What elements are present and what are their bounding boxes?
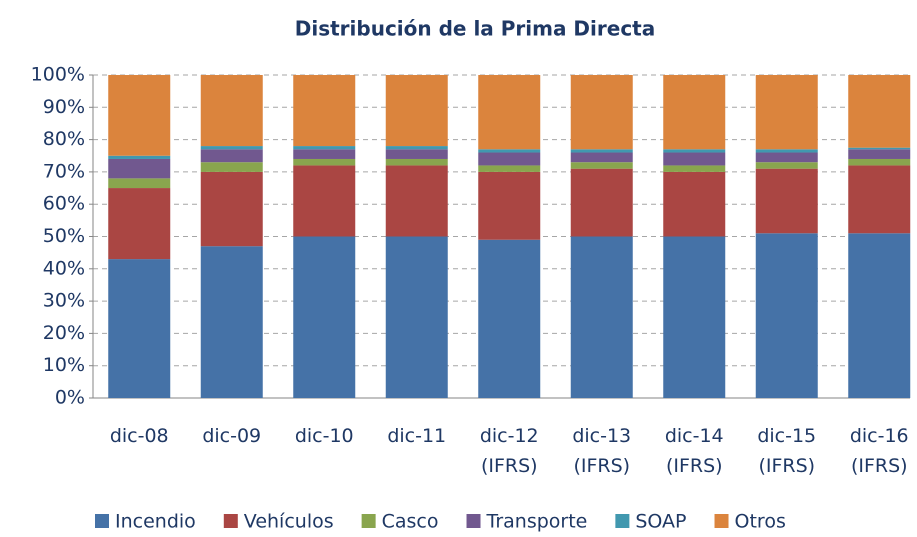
y-tick-label: 30% — [43, 290, 85, 312]
legend-swatch — [466, 514, 481, 528]
bar-segment — [570, 149, 633, 153]
bar-segment — [478, 149, 541, 153]
bar-segment — [478, 165, 541, 172]
bar-segment — [755, 233, 818, 398]
bar-segment — [663, 75, 726, 150]
bar-segment — [293, 149, 356, 159]
bar-segment — [385, 158, 448, 166]
bar-segment — [478, 171, 541, 240]
bar-segment — [108, 259, 171, 398]
x-tick-label: dic-08 — [110, 425, 169, 447]
x-tick-label: dic-09 — [202, 425, 261, 447]
bar-segment — [570, 168, 633, 237]
x-tick-label: dic-12 (IFRS) — [480, 425, 539, 477]
bar-segment — [848, 149, 911, 159]
bar-segment — [663, 165, 726, 172]
bar-segment — [663, 152, 726, 166]
bar-segment — [108, 158, 171, 179]
legend-label: Vehículos — [244, 511, 334, 533]
chart-title: Distribución de la Prima Directa — [295, 17, 655, 41]
legend-swatch — [714, 514, 729, 528]
x-tick-label: dic-10 — [295, 425, 354, 447]
legend-swatch — [615, 514, 630, 528]
y-tick-label: 40% — [43, 257, 85, 279]
bar-segment — [848, 158, 911, 166]
bar-segment — [755, 162, 818, 169]
bar-segment — [848, 147, 911, 150]
bar-segment — [293, 165, 356, 237]
bar-segment — [570, 162, 633, 169]
bar-segment — [108, 188, 171, 260]
y-tick-label: 20% — [43, 322, 85, 344]
bar-segment — [663, 171, 726, 237]
bar-segment — [755, 149, 818, 153]
legend-label: Casco — [382, 511, 439, 533]
x-tick-label: dic-14 (IFRS) — [665, 425, 724, 477]
legend-label: Transporte — [486, 511, 588, 533]
legend-label: Otros — [735, 511, 786, 533]
legend-label: Incendio — [115, 511, 196, 533]
bar-segment — [755, 75, 818, 150]
bar-segment — [478, 75, 541, 150]
bar-segment — [570, 75, 633, 150]
bar-segment — [108, 178, 171, 189]
bar-segment — [108, 155, 171, 159]
bar-segment — [293, 236, 356, 398]
bar-segment — [663, 236, 726, 398]
bar-segment — [755, 152, 818, 163]
y-tick-label: 60% — [43, 193, 85, 215]
bar-segment — [848, 165, 911, 234]
bar-segment — [385, 165, 448, 237]
y-tick-label: 10% — [43, 354, 85, 376]
bar-segment — [385, 146, 448, 150]
bar-segment — [108, 75, 171, 156]
y-tick-label: 80% — [43, 128, 85, 150]
bar-segment — [663, 149, 726, 153]
bar-segment — [293, 146, 356, 150]
y-tick-label: 0% — [55, 387, 85, 409]
y-tick-label: 70% — [43, 160, 85, 182]
bar-segment — [200, 149, 263, 163]
legend-swatch — [223, 514, 238, 528]
y-tick-label: 100% — [31, 64, 85, 86]
x-tick-label: dic-16 (IFRS) — [850, 425, 909, 477]
bar-segment — [293, 158, 356, 166]
bar-segment — [385, 236, 448, 398]
bar-segment — [848, 75, 911, 148]
legend-swatch — [95, 514, 109, 528]
bar-segment — [200, 246, 263, 398]
bar-segment — [848, 233, 911, 398]
y-tick-label: 90% — [43, 96, 85, 118]
bar-segment — [200, 75, 263, 147]
bar-segment — [478, 239, 541, 398]
bar-segment — [570, 236, 633, 398]
legend-swatch — [361, 514, 376, 528]
bar-segment — [478, 152, 541, 166]
bar-segment — [570, 152, 633, 163]
legend-label: SOAP — [635, 511, 686, 533]
bar-segment — [385, 75, 448, 147]
bar-segment — [755, 168, 818, 234]
bar-segment — [200, 146, 263, 150]
bar-segment — [200, 162, 263, 172]
bar-segment — [293, 75, 356, 147]
x-tick-label: dic-13 (IFRS) — [572, 425, 631, 477]
x-tick-label: dic-11 — [387, 425, 446, 447]
bar-segment — [385, 149, 448, 159]
y-tick-label: 50% — [43, 225, 85, 247]
bar-segment — [200, 171, 263, 247]
x-tick-label: dic-15 (IFRS) — [757, 425, 816, 477]
